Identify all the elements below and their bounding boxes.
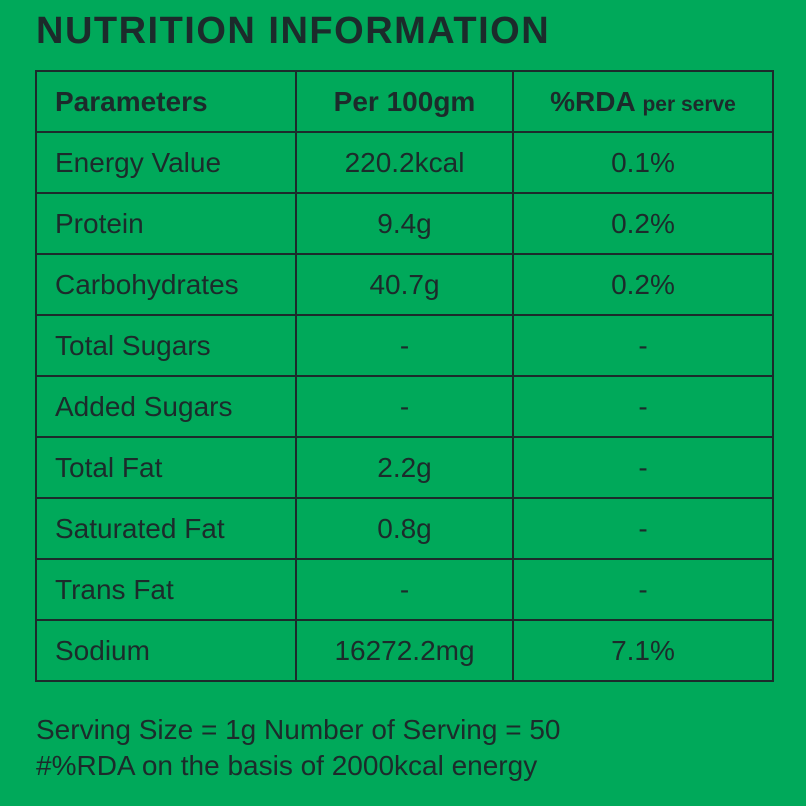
table-cell: - <box>295 314 514 377</box>
table-cell: Total Sugars <box>35 314 297 377</box>
table-cell: 220.2kcal <box>295 131 514 194</box>
table-cell: Energy Value <box>35 131 297 194</box>
table-cell: - <box>512 314 774 377</box>
table-cell: - <box>512 558 774 621</box>
table-cell: 0.8g <box>295 497 514 560</box>
footer-line: #%RDA on the basis of 2000kcal energy <box>36 750 538 781</box>
table-cell: - <box>512 497 774 560</box>
table-cell: - <box>512 436 774 499</box>
header-cell: Parameters <box>35 70 297 133</box>
table-cell: - <box>512 375 774 438</box>
header-cell: %RDA per serve <box>512 70 774 133</box>
table-cell: Total Fat <box>35 436 297 499</box>
table-cell: 0.2% <box>512 192 774 255</box>
table-body: Energy Value 220.2kcal 0.1% Protein 9.4g 0.2%… <box>35 131 774 682</box>
table-row: Total Sugars - - <box>35 314 774 377</box>
table-cell: 0.1% <box>512 131 774 194</box>
header-cell: Per 100gm <box>295 70 514 133</box>
table-cell: 16272.2mg <box>295 619 514 682</box>
table-cell: Saturated Fat <box>35 497 297 560</box>
table-row: Saturated Fat 0.8g - <box>35 497 774 560</box>
header-sub: per serve <box>642 92 736 116</box>
table-cell: 2.2g <box>295 436 514 499</box>
header-main: %RDA <box>550 85 635 117</box>
table-row: Added Sugars - - <box>35 375 774 438</box>
table-row: Sodium 16272.2mg 7.1% <box>35 619 774 682</box>
nutrition-table: Parameters Per 100gm %RDA per serve Ener… <box>35 70 774 682</box>
table-row: Total Fat 2.2g - <box>35 436 774 499</box>
table-cell: 0.2% <box>512 253 774 316</box>
table-row: Trans Fat - - <box>35 558 774 621</box>
table-cell: 7.1% <box>512 619 774 682</box>
title: NUTRITION INFORMATION <box>36 10 551 52</box>
footer-line: Serving Size = 1g Number of Serving = 50 <box>36 714 561 745</box>
table-cell: 9.4g <box>295 192 514 255</box>
table-cell: 40.7g <box>295 253 514 316</box>
table-cell: Trans Fat <box>35 558 297 621</box>
table-cell: Sodium <box>35 619 297 682</box>
table-row: Energy Value 220.2kcal 0.1% <box>35 131 774 194</box>
table-row: Protein 9.4g 0.2% <box>35 192 774 255</box>
header-row: Parameters Per 100gm %RDA per serve <box>35 70 774 133</box>
footer: Serving Size = 1g Number of Serving = 50… <box>36 712 561 784</box>
table-cell: Added Sugars <box>35 375 297 438</box>
table-cell: - <box>295 558 514 621</box>
table-row: Carbohydrates 40.7g 0.2% <box>35 253 774 316</box>
table-cell: Protein <box>35 192 297 255</box>
table-cell: - <box>295 375 514 438</box>
table-cell: Carbohydrates <box>35 253 297 316</box>
